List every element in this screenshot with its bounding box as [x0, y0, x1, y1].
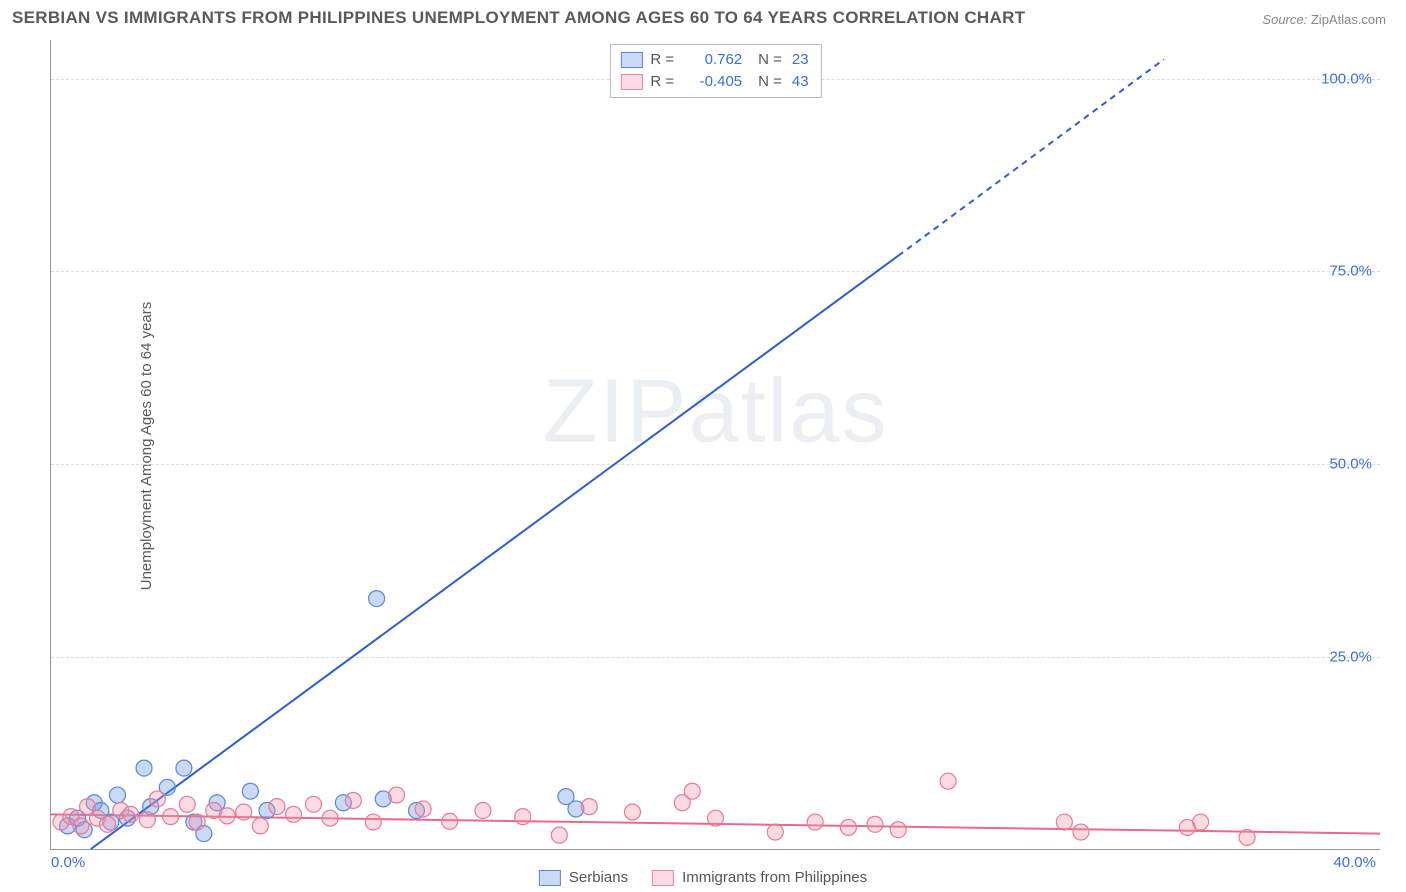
n-value-blue: 23	[792, 49, 809, 71]
trend-line	[91, 256, 898, 849]
data-point	[867, 816, 883, 832]
data-point	[1056, 814, 1072, 830]
data-point	[515, 809, 531, 825]
source-label: Source:	[1262, 12, 1307, 27]
data-point	[163, 809, 179, 825]
data-point	[242, 783, 258, 799]
data-point	[1073, 824, 1089, 840]
legend-row-serbians: R = 0.762 N = 23	[620, 49, 808, 71]
data-point	[581, 799, 597, 815]
data-point	[73, 818, 89, 834]
data-point	[890, 822, 906, 838]
swatch-blue	[539, 870, 561, 886]
data-point	[475, 802, 491, 818]
plot-area: ZIPatlas 25.0%50.0%75.0%100.0% 0.0% 40.0…	[50, 40, 1380, 850]
data-point	[236, 804, 252, 820]
chart-title: SERBIAN VS IMMIGRANTS FROM PHILIPPINES U…	[12, 8, 1025, 28]
data-point	[840, 819, 856, 835]
r-value-pink: -0.405	[680, 71, 742, 93]
data-point	[176, 760, 192, 776]
data-point	[1193, 814, 1209, 830]
r-label: R =	[650, 71, 674, 93]
data-point	[442, 813, 458, 829]
legend-label-philippines: Immigrants from Philippines	[682, 869, 867, 886]
data-point	[940, 773, 956, 789]
legend-row-philippines: R = -0.405 N = 43	[620, 71, 808, 93]
data-point	[189, 814, 205, 830]
series-legend: Serbians Immigrants from Philippines	[539, 869, 867, 886]
data-point	[1239, 829, 1255, 845]
data-point	[136, 760, 152, 776]
x-tick-max: 40.0%	[1333, 854, 1376, 871]
data-point	[305, 796, 321, 812]
data-point	[369, 591, 385, 607]
data-point	[807, 814, 823, 830]
x-tick-min: 0.0%	[51, 854, 85, 871]
trend-line-dashed	[898, 59, 1164, 255]
n-value-pink: 43	[792, 71, 809, 93]
data-point	[219, 808, 235, 824]
source-value: ZipAtlas.com	[1311, 12, 1386, 27]
legend-label-serbians: Serbians	[569, 869, 628, 886]
data-point	[286, 806, 302, 822]
r-value-blue: 0.762	[680, 49, 742, 71]
data-point	[179, 796, 195, 812]
data-point	[624, 804, 640, 820]
data-point	[99, 816, 115, 832]
legend-item-serbians: Serbians	[539, 869, 628, 886]
n-label: N =	[758, 71, 782, 93]
data-point	[123, 806, 139, 822]
source-attribution: Source: ZipAtlas.com	[1262, 12, 1386, 27]
data-point	[149, 791, 165, 807]
data-point	[708, 810, 724, 826]
data-point	[252, 818, 268, 834]
correlation-legend: R = 0.762 N = 23 R = -0.405 N = 43	[609, 44, 821, 98]
r-label: R =	[650, 49, 674, 71]
data-point	[345, 792, 361, 808]
legend-item-philippines: Immigrants from Philippines	[652, 869, 867, 886]
data-point	[322, 810, 338, 826]
data-point	[139, 812, 155, 828]
data-point	[684, 783, 700, 799]
data-point	[109, 787, 125, 803]
n-label: N =	[758, 49, 782, 71]
data-point	[415, 801, 431, 817]
swatch-pink	[620, 74, 642, 90]
swatch-pink	[652, 870, 674, 886]
data-point	[269, 799, 285, 815]
data-point	[365, 814, 381, 830]
data-point	[767, 824, 783, 840]
data-point	[551, 827, 567, 843]
plot-svg	[51, 40, 1380, 849]
data-point	[389, 787, 405, 803]
swatch-blue	[620, 52, 642, 68]
